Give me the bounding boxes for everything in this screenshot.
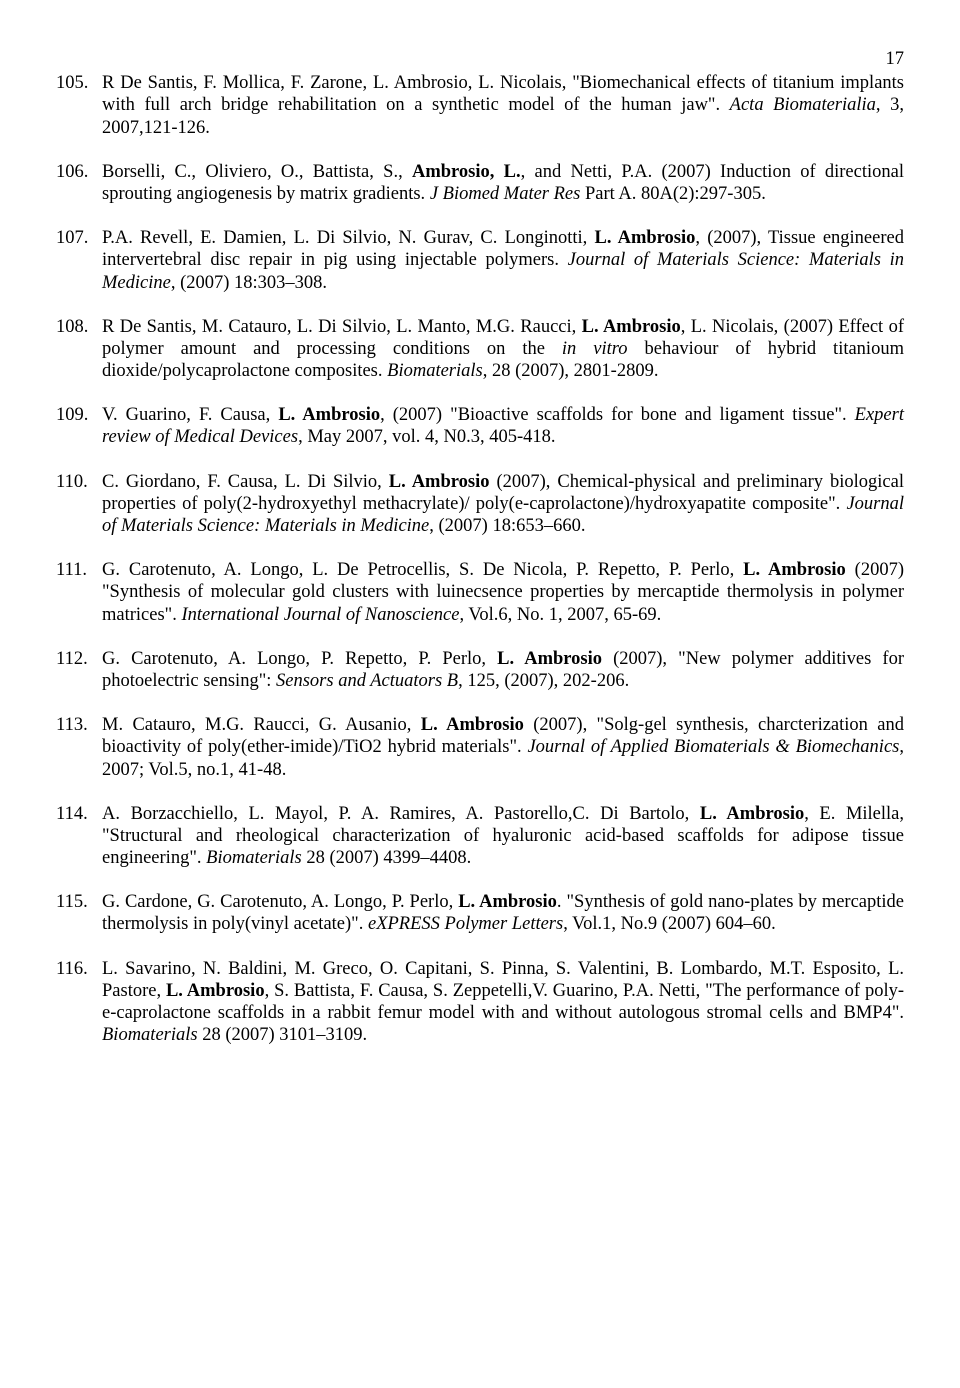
reference-body: G. Carotenuto, A. Longo, P. Repetto, P. … [102, 648, 904, 692]
reference-number: 113. [56, 714, 102, 781]
reference-segment: J Biomed Mater Res [430, 184, 581, 204]
reference-number: 115. [56, 891, 102, 935]
reference-segment: L. Ambrosio [743, 560, 846, 580]
reference-segment: 28 (2007) 4399–4408. [302, 848, 472, 868]
reference-body: G. Carotenuto, A. Longo, L. De Petrocell… [102, 559, 904, 626]
reference-segment: G. Carotenuto, A. Longo, L. De Petrocell… [102, 560, 743, 580]
reference-number: 107. [56, 227, 102, 294]
reference-segment: L. Ambrosio [389, 472, 490, 492]
reference-item: 112.G. Carotenuto, A. Longo, P. Repetto,… [56, 648, 904, 692]
reference-segment: , 125, (2007), 202-206. [458, 671, 629, 691]
reference-segment: Biomaterials [387, 361, 483, 381]
reference-segment: G. Carotenuto, A. Longo, P. Repetto, P. … [102, 649, 497, 669]
reference-body: C. Giordano, F. Causa, L. Di Silvio, L. … [102, 471, 904, 538]
reference-body: P.A. Revell, E. Damien, L. Di Silvio, N.… [102, 227, 904, 294]
reference-segment: L. Ambrosio [582, 317, 681, 337]
reference-segment: 28 (2007) 3101–3109. [198, 1025, 368, 1045]
reference-item: 113.M. Catauro, M.G. Raucci, G. Ausanio,… [56, 714, 904, 781]
reference-number: 112. [56, 648, 102, 692]
reference-segment: A. Borzacchiello, L. Mayol, P. A. Ramire… [102, 804, 700, 824]
reference-item: 106.Borselli, C., Oliviero, O., Battista… [56, 161, 904, 205]
reference-segment: Biomaterials [206, 848, 302, 868]
reference-body: A. Borzacchiello, L. Mayol, P. A. Ramire… [102, 803, 904, 870]
reference-segment: Part A. 80A(2):297-305. [580, 184, 766, 204]
reference-segment: V. Guarino, F. Causa, [102, 405, 278, 425]
reference-item: 105.R De Santis, F. Mollica, F. Zarone, … [56, 72, 904, 139]
reference-number: 108. [56, 316, 102, 383]
reference-number: 105. [56, 72, 102, 139]
reference-segment: Journal of Applied Biomaterials & Biomec… [527, 737, 899, 757]
reference-segment: , Vol.6, No. 1, 2007, 65-69. [459, 605, 661, 625]
reference-segment: C. Giordano, F. Causa, L. Di Silvio, [102, 472, 389, 492]
reference-segment: , Vol.1, No.9 (2007) 604–60. [563, 914, 776, 934]
reference-number: 116. [56, 958, 102, 1047]
reference-segment: L. Ambrosio [594, 228, 695, 248]
reference-segment: in vitro [562, 339, 628, 359]
page-number: 17 [56, 48, 904, 70]
reference-segment: G. Cardone, G. Carotenuto, A. Longo, P. … [102, 892, 458, 912]
reference-number: 114. [56, 803, 102, 870]
reference-segment: L. Ambrosio [166, 981, 265, 1001]
reference-segment: International Journal of Nanoscience [181, 605, 459, 625]
reference-segment: , 28 (2007), 2801-2809. [483, 361, 659, 381]
reference-item: 116.L. Savarino, N. Baldini, M. Greco, O… [56, 958, 904, 1047]
reference-item: 107.P.A. Revell, E. Damien, L. Di Silvio… [56, 227, 904, 294]
reference-item: 109.V. Guarino, F. Causa, L. Ambrosio, (… [56, 404, 904, 448]
reference-body: R De Santis, F. Mollica, F. Zarone, L. A… [102, 72, 904, 139]
reference-number: 110. [56, 471, 102, 538]
reference-segment: Sensors and Actuators B [276, 671, 458, 691]
reference-number: 109. [56, 404, 102, 448]
reference-segment: , (2007) 18:653–660. [429, 516, 585, 536]
reference-segment: M. Catauro, M.G. Raucci, G. Ausanio, [102, 715, 421, 735]
reference-item: 115.G. Cardone, G. Carotenuto, A. Longo,… [56, 891, 904, 935]
reference-body: G. Cardone, G. Carotenuto, A. Longo, P. … [102, 891, 904, 935]
reference-segment: L. Ambrosio [700, 804, 804, 824]
reference-segment: Borselli, C., Oliviero, O., Battista, S.… [102, 162, 412, 182]
reference-segment: Acta Biomaterialia [730, 95, 876, 115]
reference-body: V. Guarino, F. Causa, L. Ambrosio, (2007… [102, 404, 904, 448]
reference-body: R De Santis, M. Catauro, L. Di Silvio, L… [102, 316, 904, 383]
reference-body: L. Savarino, N. Baldini, M. Greco, O. Ca… [102, 958, 904, 1047]
reference-segment: , (2007) 18:303–308. [171, 273, 327, 293]
reference-segment: L. Ambrosio [421, 715, 524, 735]
reference-segment: L. Ambrosio [458, 892, 557, 912]
reference-segment: , (2007) "Bioactive scaffolds for bone a… [380, 405, 855, 425]
reference-number: 106. [56, 161, 102, 205]
reference-body: M. Catauro, M.G. Raucci, G. Ausanio, L. … [102, 714, 904, 781]
reference-segment: Biomaterials [102, 1025, 198, 1045]
reference-item: 110.C. Giordano, F. Causa, L. Di Silvio,… [56, 471, 904, 538]
reference-segment: Ambrosio, L. [412, 162, 521, 182]
references-list: 105.R De Santis, F. Mollica, F. Zarone, … [56, 72, 904, 1046]
reference-number: 111. [56, 559, 102, 626]
reference-segment: P.A. Revell, E. Damien, L. Di Silvio, N.… [102, 228, 594, 248]
reference-body: Borselli, C., Oliviero, O., Battista, S.… [102, 161, 904, 205]
reference-item: 114.A. Borzacchiello, L. Mayol, P. A. Ra… [56, 803, 904, 870]
reference-item: 111.G. Carotenuto, A. Longo, L. De Petro… [56, 559, 904, 626]
reference-segment: R De Santis, M. Catauro, L. Di Silvio, L… [102, 317, 582, 337]
reference-segment: L. Ambrosio [278, 405, 380, 425]
reference-item: 108.R De Santis, M. Catauro, L. Di Silvi… [56, 316, 904, 383]
reference-segment: , May 2007, vol. 4, N0.3, 405-418. [298, 427, 555, 447]
reference-segment: L. Ambrosio [497, 649, 602, 669]
reference-segment: eXPRESS Polymer Letters [368, 914, 563, 934]
